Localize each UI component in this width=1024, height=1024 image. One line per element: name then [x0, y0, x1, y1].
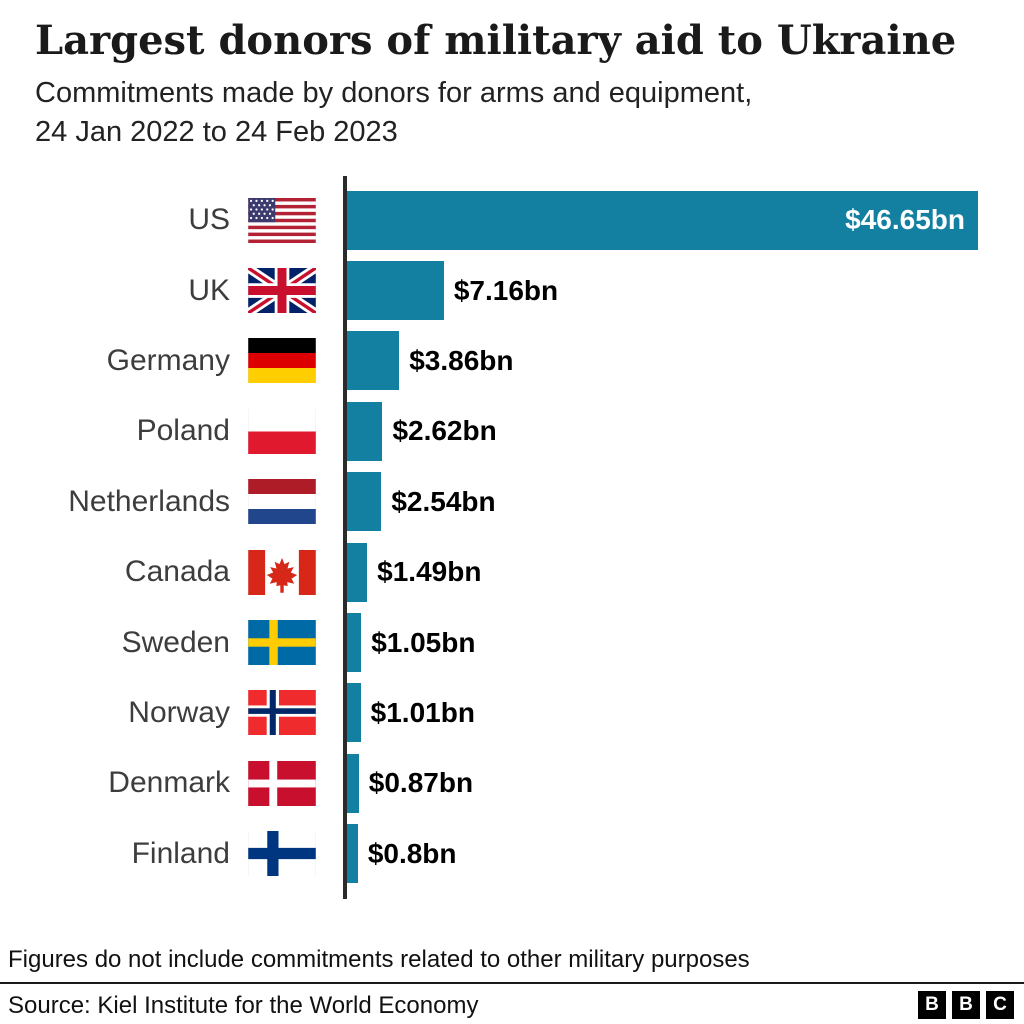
bar-zone: $46.65bn [347, 190, 1024, 250]
country-label: Netherlands [68, 484, 230, 518]
bar-value-label-outside: $1.05bn [371, 626, 476, 658]
netherlands-flag-icon [248, 479, 316, 525]
chart-subtitle: Commitments made by donors for arms and … [35, 77, 753, 149]
bar-value-label-outside: $0.8bn [367, 837, 457, 869]
sweden-flag-icon [248, 620, 316, 666]
bar-zone: $2.54bn [347, 472, 1024, 532]
bar [347, 824, 358, 884]
flag-norway-icon [248, 690, 316, 736]
bar-chart: US $46.65bn UK [0, 176, 1024, 899]
finland-flag-icon [248, 831, 316, 877]
flag-canada-icon [248, 549, 316, 595]
country-label: Canada [124, 555, 230, 589]
bar-value-label-outside: $3.86bn [409, 344, 514, 376]
bar-zone: $1.49bn [347, 542, 1024, 602]
country-label: Sweden [121, 625, 230, 659]
country-label: Germany [106, 343, 230, 377]
y-axis-line [343, 176, 347, 899]
bar-row: Netherlands $2.54bn [0, 467, 1024, 537]
page-title: Largest donors of military aid to Ukrain… [35, 17, 957, 64]
bar-zone: $0.8bn [347, 824, 1024, 884]
bar-zone: $1.05bn [347, 613, 1024, 673]
flag-finland-icon [248, 831, 316, 877]
bar-value-label-outside: $0.87bn [368, 767, 474, 799]
germany-flag-icon [248, 338, 316, 384]
source-credit: Source: Kiel Institute for the World Eco… [8, 992, 479, 1019]
norway-flag-icon [248, 690, 316, 736]
flag-denmark-icon [248, 760, 316, 806]
flag-poland-icon [248, 408, 316, 454]
bar-row: Canada $1.49bn [0, 537, 1024, 607]
bbc-logo-letter: B [918, 991, 946, 1019]
footer-divider [0, 982, 1024, 984]
bar-row: Finland $0.8bn [0, 819, 1024, 889]
flag-us-icon [248, 197, 316, 243]
bar-row: Germany $3.86bn [0, 326, 1024, 396]
bar [347, 401, 383, 461]
us-flag-icon [248, 197, 316, 243]
bar-row: Poland $2.62bn [0, 396, 1024, 466]
country-label: Finland [131, 836, 230, 870]
country-label: Poland [136, 414, 230, 448]
bar-value-label-outside: $7.16bn [453, 274, 559, 306]
bar-row: Norway $1.01bn [0, 678, 1024, 748]
bbc-logo-letter: B [952, 991, 980, 1019]
poland-flag-icon [248, 408, 316, 454]
bar-zone: $2.62bn [347, 401, 1024, 461]
bar-value-label-inside: $46.65bn [845, 204, 965, 236]
bar-zone: $1.01bn [347, 683, 1024, 743]
chart-footnote: Figures do not include commitments relat… [8, 946, 750, 973]
uk-flag-icon [248, 268, 316, 314]
bar [347, 613, 362, 673]
flag-germany-icon [248, 338, 316, 384]
bar [347, 331, 400, 391]
bar-row: Sweden $1.05bn [0, 607, 1024, 677]
bar-value-label-outside: $1.49bn [377, 556, 482, 588]
country-label: Norway [128, 695, 230, 729]
bar-value-label-outside: $2.62bn [392, 415, 497, 447]
bar-value-label-outside: $2.54bn [391, 485, 496, 517]
bar-zone: $0.87bn [347, 753, 1024, 813]
bar-zone: $7.16bn [347, 261, 1024, 321]
canada-flag-icon [248, 549, 316, 595]
bar-rows-container: US $46.65bn UK [0, 185, 1024, 889]
bar [347, 472, 382, 532]
bar [347, 753, 359, 813]
bbc-logo-letter: C [986, 991, 1014, 1019]
bar [347, 683, 361, 743]
country-label: US [188, 203, 230, 237]
flag-sweden-icon [248, 620, 316, 666]
bar-value-label-outside: $1.01bn [370, 696, 475, 728]
country-label: UK [188, 273, 230, 307]
flag-netherlands-icon [248, 479, 316, 525]
bar-row: UK $7.16bn [0, 255, 1024, 325]
chart-header: Largest donors of military aid to Ukrain… [35, 18, 956, 152]
bar [347, 261, 444, 321]
bar-row: US $46.65bn [0, 185, 1024, 255]
bar: $46.65bn [347, 190, 978, 250]
flag-uk-icon [248, 268, 316, 314]
bar-zone: $3.86bn [347, 331, 1024, 391]
denmark-flag-icon [248, 760, 316, 806]
country-label: Denmark [108, 766, 230, 800]
bar [347, 542, 368, 602]
bar-row: Denmark $0.87bn [0, 748, 1024, 818]
